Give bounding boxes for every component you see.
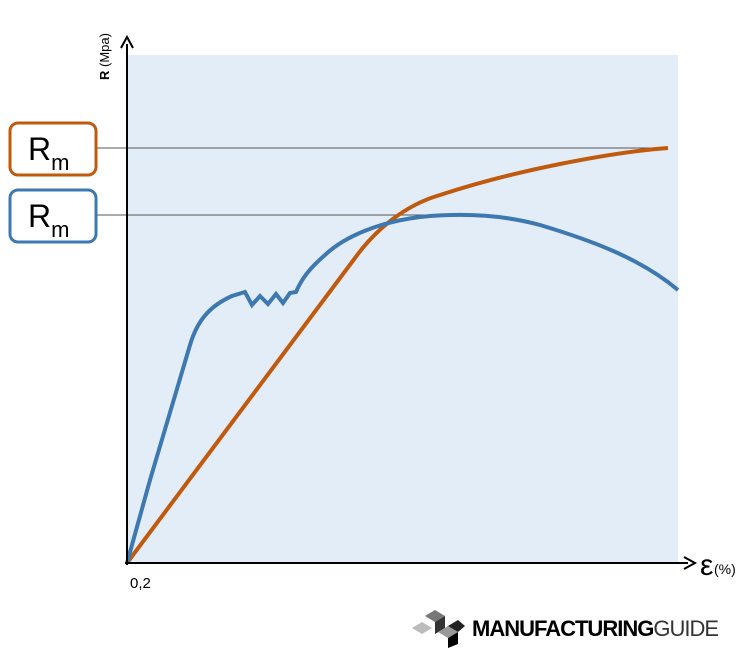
rm-subscript: m <box>51 150 69 175</box>
logo-icon <box>412 610 465 648</box>
x-arrow <box>683 556 698 570</box>
rm-symbol: R <box>28 131 51 167</box>
y-symbol: R <box>97 70 112 80</box>
y-axis-label: R (Mpa) <box>97 33 112 80</box>
rm-box-blue <box>8 188 98 244</box>
logo-bold: MANUFACTURING <box>472 616 653 641</box>
rm-label: Rm <box>28 198 69 242</box>
rm-subscript: m <box>51 217 69 242</box>
rm-symbol: R <box>28 198 51 234</box>
x-symbol: ε <box>700 549 713 582</box>
rm-label: Rm <box>28 131 69 175</box>
blue-curve <box>125 212 680 564</box>
y-unit: (Mpa) <box>97 33 112 67</box>
plot-area <box>127 55 678 563</box>
logo-light: GUIDE <box>653 616 718 641</box>
x-unit: (%) <box>714 561 736 577</box>
y-arrow <box>120 34 134 49</box>
rm-box-orange <box>8 121 98 177</box>
logo-text: MANUFACTURINGGUIDE <box>472 616 718 641</box>
x-tick: 0,2 <box>130 575 151 592</box>
